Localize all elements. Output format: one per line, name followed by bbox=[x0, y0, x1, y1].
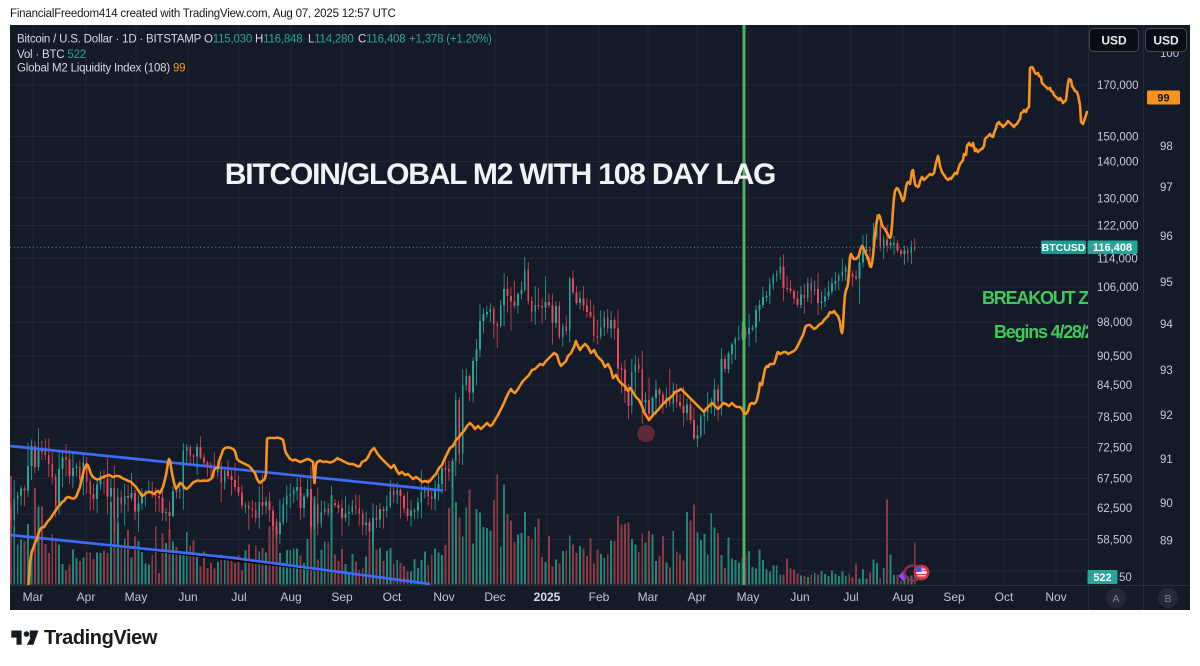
svg-text:50: 50 bbox=[1119, 572, 1132, 584]
svg-text:Nov: Nov bbox=[433, 590, 454, 604]
svg-text:May: May bbox=[737, 590, 760, 604]
svg-text:170,000: 170,000 bbox=[1097, 80, 1139, 92]
svg-text:BTCUSD: BTCUSD bbox=[1042, 242, 1086, 254]
svg-text:122,000: 122,000 bbox=[1097, 221, 1139, 233]
svg-text:96: 96 bbox=[1160, 231, 1173, 243]
svg-text:Jul: Jul bbox=[231, 590, 246, 604]
svg-text:89: 89 bbox=[1160, 536, 1173, 548]
svg-text:Dec: Dec bbox=[484, 590, 505, 604]
svg-text:Mar: Mar bbox=[638, 590, 659, 604]
svg-text:USD: USD bbox=[1153, 34, 1179, 48]
svg-text:62,500: 62,500 bbox=[1097, 503, 1132, 515]
svg-text:Begins 4/28/25: Begins 4/28/25 bbox=[994, 322, 1103, 342]
svg-text:93: 93 bbox=[1160, 365, 1173, 377]
svg-text:Global M2 Liquidity Index (108: Global M2 Liquidity Index (108) 99 bbox=[17, 63, 185, 75]
svg-text:92: 92 bbox=[1160, 410, 1173, 422]
svg-text:97: 97 bbox=[1160, 182, 1173, 194]
svg-text:Sep: Sep bbox=[943, 590, 965, 604]
svg-text:A: A bbox=[1112, 593, 1119, 605]
svg-text:94: 94 bbox=[1160, 319, 1173, 331]
svg-text:91: 91 bbox=[1160, 454, 1173, 466]
svg-text:Aug: Aug bbox=[280, 590, 301, 604]
svg-text:Feb: Feb bbox=[589, 590, 610, 604]
svg-text:B: B bbox=[1164, 593, 1171, 605]
svg-text:67,500: 67,500 bbox=[1097, 474, 1132, 486]
svg-text:Oct: Oct bbox=[995, 590, 1014, 604]
svg-text:Apr: Apr bbox=[77, 590, 96, 604]
svg-text:Jul: Jul bbox=[843, 590, 858, 604]
svg-text:Aug: Aug bbox=[892, 590, 913, 604]
svg-text:78,500: 78,500 bbox=[1097, 412, 1132, 424]
svg-text:Jun: Jun bbox=[178, 590, 197, 604]
svg-text:Bitcoin / U.S. Dollar · 1D · B: Bitcoin / U.S. Dollar · 1D · BITSTAMP O11… bbox=[17, 34, 492, 46]
svg-text:Apr: Apr bbox=[688, 590, 707, 604]
svg-text:84,500: 84,500 bbox=[1097, 380, 1132, 392]
svg-text:Vol · BTC 522: Vol · BTC 522 bbox=[17, 49, 86, 61]
svg-text:72,500: 72,500 bbox=[1097, 443, 1132, 455]
svg-text:58,500: 58,500 bbox=[1097, 535, 1132, 547]
svg-text:522: 522 bbox=[1093, 572, 1111, 584]
svg-text:BITCOIN/GLOBAL M2 WITH 108 DAY: BITCOIN/GLOBAL M2 WITH 108 DAY LAG bbox=[225, 158, 775, 191]
svg-text:Jun: Jun bbox=[790, 590, 809, 604]
svg-text:140,000: 140,000 bbox=[1097, 157, 1139, 169]
svg-text:150,000: 150,000 bbox=[1097, 132, 1139, 144]
svg-text:114,000: 114,000 bbox=[1097, 254, 1138, 266]
svg-text:Mar: Mar bbox=[23, 590, 44, 604]
svg-text:FinancialFreedom414 created wi: FinancialFreedom414 created with Trading… bbox=[10, 8, 396, 20]
svg-text:106,000: 106,000 bbox=[1097, 282, 1139, 294]
svg-text:99: 99 bbox=[1157, 93, 1169, 105]
svg-text:Nov: Nov bbox=[1045, 590, 1066, 604]
svg-text:2025: 2025 bbox=[534, 590, 561, 604]
svg-text:90,500: 90,500 bbox=[1097, 351, 1132, 363]
svg-text:130,000: 130,000 bbox=[1097, 194, 1139, 206]
svg-text:98,000: 98,000 bbox=[1097, 317, 1132, 329]
svg-text:TradingView: TradingView bbox=[44, 627, 158, 649]
svg-text:USD: USD bbox=[1101, 34, 1127, 48]
svg-text:116,408: 116,408 bbox=[1093, 242, 1132, 254]
svg-text:Sep: Sep bbox=[331, 590, 353, 604]
svg-text:Oct: Oct bbox=[383, 590, 402, 604]
svg-text:95: 95 bbox=[1160, 277, 1173, 289]
svg-text:May: May bbox=[125, 590, 148, 604]
svg-text:BREAKOUT ZONE: BREAKOUT ZONE bbox=[982, 288, 1125, 308]
svg-text:90: 90 bbox=[1160, 498, 1173, 510]
svg-text:98: 98 bbox=[1160, 141, 1173, 153]
